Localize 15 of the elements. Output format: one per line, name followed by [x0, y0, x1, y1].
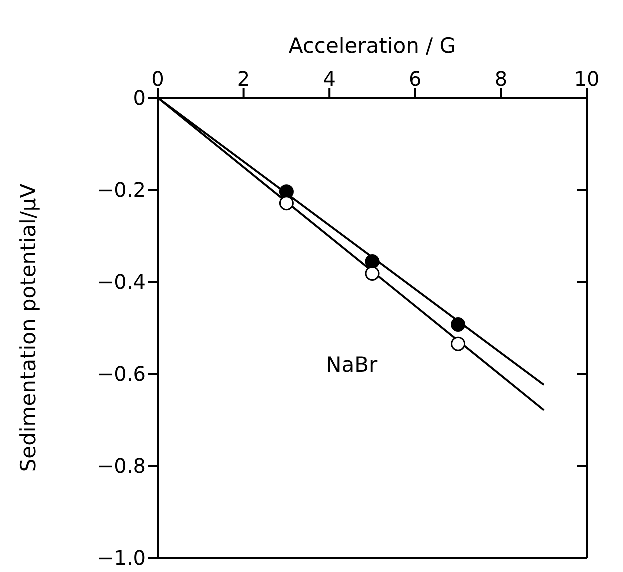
x-tick-label: 6: [409, 67, 422, 91]
y-tick-label: −0.6: [97, 362, 146, 386]
y-tick-label: 0: [133, 86, 146, 110]
x-tick-label: 10: [574, 67, 600, 91]
y-tick-label: −0.4: [97, 270, 146, 294]
annotation: NaBr: [326, 353, 378, 377]
x-tick-label: 2: [237, 67, 250, 91]
x-tick-label: 0: [152, 67, 164, 91]
x-tick-label: 8: [494, 67, 508, 91]
y-axis-title: Sedimentation potential/μV: [16, 183, 40, 472]
y-tick-label: −0.2: [97, 178, 146, 202]
x-tick-label: 4: [323, 67, 336, 91]
y-tick-label: −0.8: [97, 454, 146, 478]
y-tick-label: −1.0: [97, 546, 146, 570]
x-axis-title: Acceleration / G: [288, 34, 456, 58]
